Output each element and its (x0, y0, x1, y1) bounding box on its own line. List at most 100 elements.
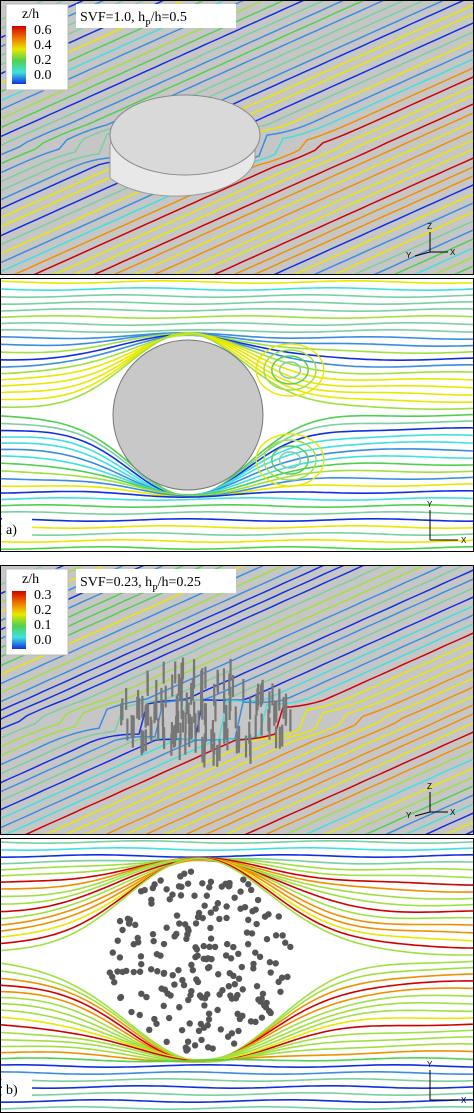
rod (258, 995, 265, 1003)
rod (138, 960, 145, 968)
caption-box (76, 569, 236, 593)
rod (259, 990, 267, 997)
streamline (0, 856, 474, 949)
streamline (171, 138, 474, 275)
rod (147, 966, 155, 973)
cylinder (112, 339, 264, 491)
rod (138, 990, 145, 997)
rod (208, 955, 215, 963)
rod (188, 961, 195, 969)
rod (235, 950, 242, 958)
rod (136, 1011, 143, 1019)
rod (287, 943, 294, 951)
axis-label: Z (427, 782, 432, 791)
streamline (362, 784, 474, 835)
rod (216, 991, 223, 998)
streamline (0, 490, 474, 499)
vortex (271, 445, 309, 475)
streamline (302, 757, 474, 835)
streamline (0, 0, 327, 147)
rod (214, 900, 222, 907)
rod (227, 955, 235, 962)
legend-title: z/h (22, 572, 39, 587)
streamline (0, 0, 307, 138)
rod (137, 953, 145, 960)
rod (149, 884, 156, 892)
rod (218, 883, 226, 890)
streamline (0, 334, 474, 375)
caption: SVF=0.23, hP/h=0.25 (80, 575, 201, 595)
rod (160, 940, 168, 948)
caption-box (76, 4, 236, 28)
streamline (0, 0, 387, 174)
streamline (0, 1099, 474, 1103)
rod (227, 992, 234, 999)
rod (176, 920, 183, 927)
rod (189, 966, 197, 974)
rod (192, 920, 200, 927)
rod (183, 935, 190, 943)
streamline (202, 712, 474, 835)
streamline (0, 322, 474, 326)
vortex (271, 355, 309, 385)
rod (235, 975, 243, 982)
caption-part: SVF=1.0, h (80, 10, 145, 25)
rod (205, 1010, 213, 1017)
rod (166, 896, 173, 903)
rod (215, 971, 222, 978)
streamline (0, 857, 474, 934)
rod (263, 999, 270, 1007)
streamline (0, 1085, 474, 1089)
rod (150, 937, 157, 945)
rod (200, 942, 207, 950)
colorbar (12, 26, 26, 84)
rod (222, 952, 230, 959)
streamline (0, 857, 474, 956)
streamline (0, 329, 474, 333)
streamline (0, 604, 474, 820)
streamline (0, 427, 474, 499)
rod (234, 1010, 241, 1018)
streamline (0, 0, 447, 201)
rod (110, 979, 118, 986)
streamline (0, 847, 474, 851)
rod (130, 968, 137, 976)
streamline (0, 0, 207, 93)
streamline (0, 565, 427, 757)
streamline (0, 1016, 474, 1062)
streamline (0, 539, 474, 543)
rod (178, 883, 185, 890)
rod (239, 986, 246, 993)
streamline (331, 210, 474, 275)
rod (245, 881, 252, 888)
rod (186, 1020, 193, 1027)
rod (236, 1015, 244, 1023)
rod (195, 1027, 203, 1035)
streamline (0, 565, 187, 649)
rod (193, 976, 200, 983)
rod (187, 868, 195, 875)
streamline (42, 640, 474, 835)
streamline (0, 565, 107, 613)
caption-part: /h=0.25 (158, 575, 201, 590)
rod (225, 983, 232, 990)
rod (192, 944, 199, 951)
rod (244, 940, 252, 948)
streamline (0, 0, 87, 39)
caption-part: P (152, 584, 158, 595)
streamline (0, 565, 407, 748)
streamline (0, 280, 474, 284)
rod (151, 1015, 158, 1023)
axis-label: Y (406, 811, 412, 820)
streamline (0, 334, 474, 368)
rod (212, 905, 219, 912)
rod (169, 971, 176, 979)
rod (207, 924, 214, 932)
caption-part: P (145, 19, 151, 30)
rod (223, 903, 230, 910)
rod (184, 880, 192, 887)
streamline (0, 0, 147, 66)
rod (234, 991, 241, 999)
streamline (0, 565, 127, 622)
